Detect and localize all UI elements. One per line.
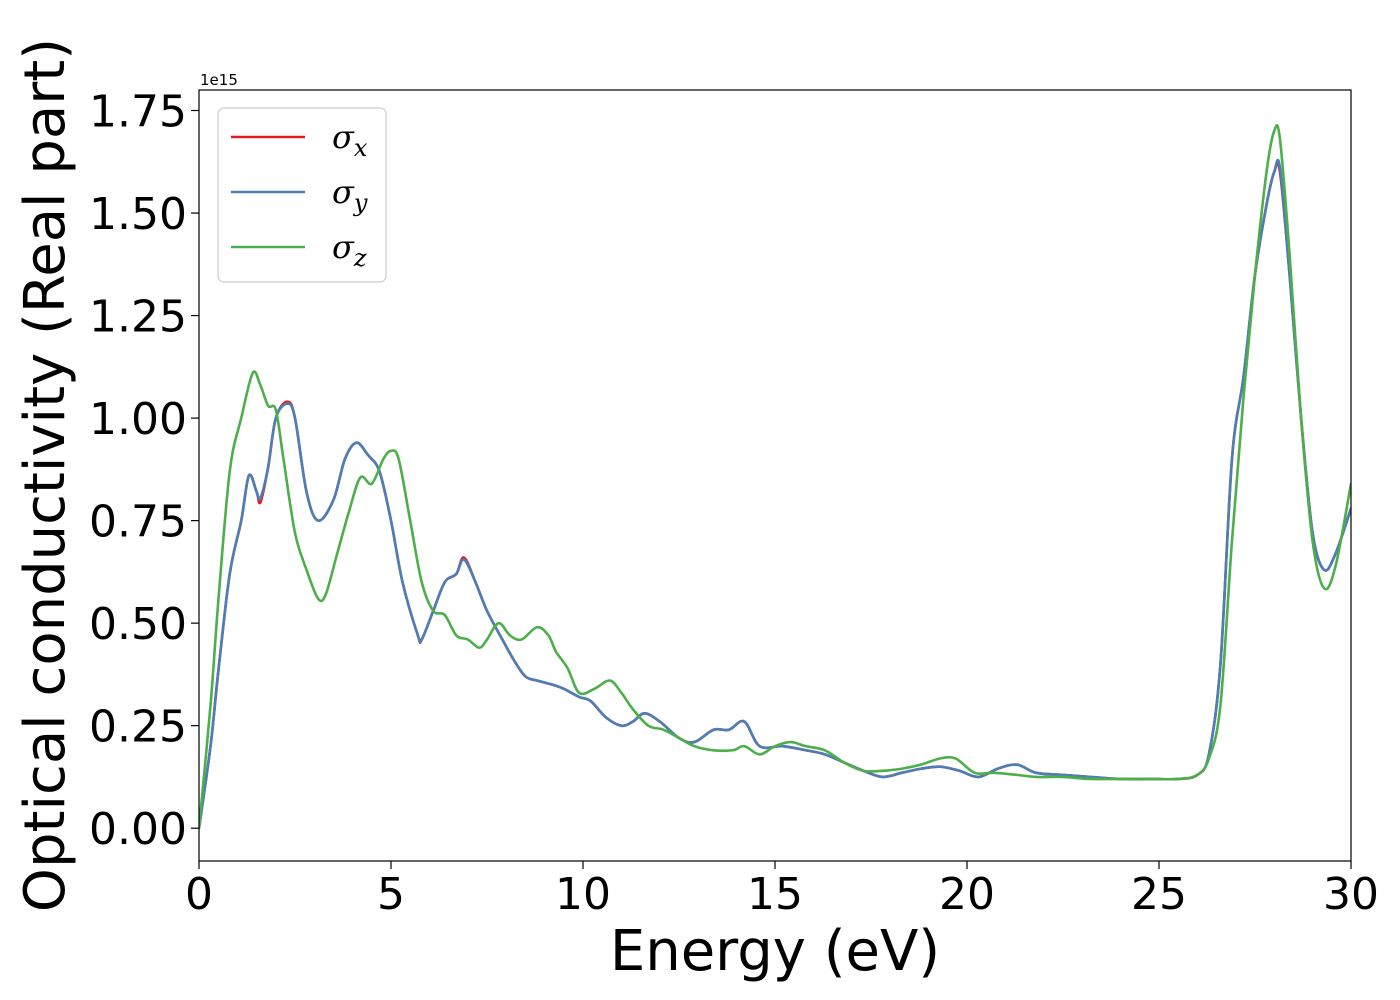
legend-label-z: σz <box>332 228 367 272</box>
y-axis-title: Optical conductivity (Real part) <box>13 38 78 912</box>
x-tick-label: 30 <box>1323 869 1379 920</box>
legend-label-y: σy <box>332 173 368 217</box>
x-tick-label: 0 <box>185 869 213 920</box>
legend: σx σy σz <box>217 107 387 283</box>
y-tick-label: 1.00 <box>89 394 187 445</box>
x-tick-label: 20 <box>939 869 995 920</box>
x-axis-title: Energy (eV) <box>610 919 940 984</box>
x-tick-label: 25 <box>1131 869 1187 920</box>
series-line-z <box>199 124 1351 830</box>
y-tick-label: 1.50 <box>89 189 187 240</box>
y-tick-label: 0.75 <box>89 497 187 548</box>
x-tick-label: 10 <box>555 869 611 920</box>
plot-frame <box>198 89 1352 862</box>
y-tick-label: 0.25 <box>89 702 187 753</box>
x-tick-label: 15 <box>747 869 803 920</box>
legend-items: σx σy σz <box>231 118 368 272</box>
y-offset-text: 1e15 <box>200 71 238 89</box>
series-layer <box>199 124 1351 830</box>
legend-label-x: σx <box>332 118 368 162</box>
y-tick-label: 0.00 <box>89 804 187 855</box>
ticks-layer: 0 5 10 15 20 25 30 0.00 0.25 0.50 0.75 1.00 1.25 1.50… <box>89 87 1379 920</box>
series-line-y <box>199 158 1351 830</box>
y-tick-label: 1.75 <box>89 87 187 138</box>
y-tick-label: 1.25 <box>89 292 187 343</box>
legend-box <box>217 107 387 283</box>
y-tick-label: 0.50 <box>89 599 187 650</box>
x-tick-label: 5 <box>377 869 405 920</box>
